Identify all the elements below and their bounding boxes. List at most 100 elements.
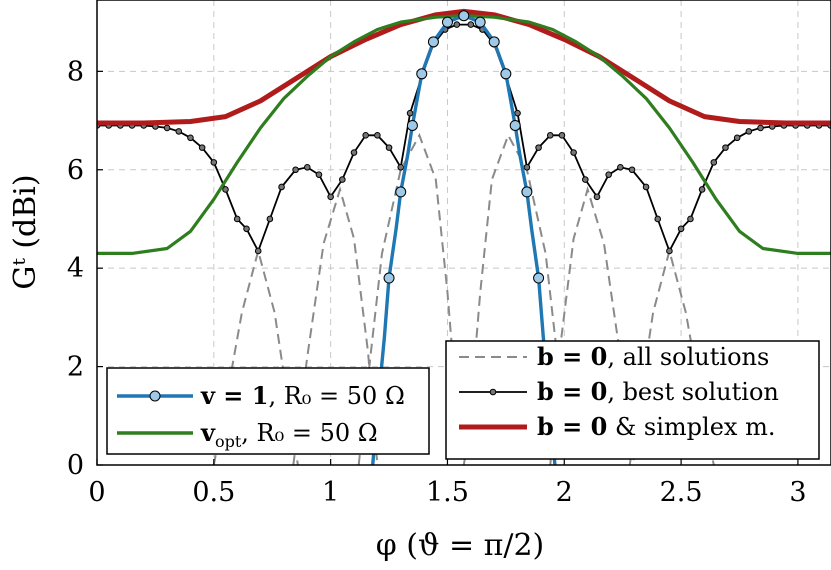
series-best-solution-point [570,149,577,156]
axis-ticks: 0 0.5 1 1.5 2 2.5 3 0 2 4 6 8 [67,56,807,508]
series-best-solution-point [745,128,753,135]
y-tick-label: 0 [67,450,84,481]
series-best-solution-point [163,124,171,132]
x-tick-label: 1.5 [426,477,469,508]
series-best-solution-point [315,171,323,178]
series-best-solution-point [198,144,206,151]
series-v1-marker [427,36,439,48]
series-best-solution-point [654,215,662,223]
series-v1-marker [458,10,470,22]
series-v1-marker [509,119,521,131]
y-tick-label: 6 [67,155,84,186]
x-tick-label: 3 [789,477,806,508]
series-best-solution-point [642,183,650,191]
legend-left-label-sub: opt [215,432,242,451]
series-best-solution-point [677,225,685,233]
series-vopt-line [97,14,831,255]
x-tick-label: 0.5 [192,477,235,508]
series-best-solution-point [210,159,218,166]
series-best-solution-point [187,134,194,142]
series-best-solution-point [722,144,729,151]
series-best-solution-point [254,247,262,255]
legend-right-label: b = 0, all solutions [537,342,769,371]
legend-left-label: vopt, R₀ = 50 Ω [200,418,378,451]
series-best-solution-point [710,159,718,166]
series-best-solution-point [617,164,624,171]
series-best-solution-point [303,164,311,171]
legend-right-label-bold: b = 0 [537,342,607,371]
legend-left-label-rest: , R₀ = 50 Ω [241,419,377,447]
series-best-solution-point [698,186,706,193]
series-best-solution-line [97,23,831,254]
x-tick-label: 2 [556,477,573,508]
plot-frame [96,0,831,466]
series-best-solution-point [385,144,393,151]
series-simplex-line [97,8,831,126]
x-axis-label: φ (ϑ = π/2) [376,528,545,563]
legend-right-marker [489,388,497,396]
series-best-solution-point [175,128,183,135]
series-v1-marker [474,16,486,28]
series-best-solution-point [243,225,250,233]
series-best-solution-point [535,144,542,151]
series-best-solution-point [593,193,601,201]
series-best-solution-point [628,166,636,174]
legend-left-label: v = 1, R₀ = 50 Ω [200,381,405,410]
series-v1-marker [521,186,533,198]
series-v1-marker [533,272,545,284]
series-best-solution-point [582,176,589,183]
series-v1-marker [406,119,418,131]
series-best-solution-point [222,186,229,193]
legend-left-box [106,367,430,455]
series-best-solution-point [397,164,405,171]
series-best-solution-point [406,109,414,117]
x-tick-label: 0 [88,477,105,508]
legend-right-label-bold: b = 0 [537,412,607,441]
legend-right-box [445,340,820,460]
series-v1-marker [488,36,500,48]
series-v1-marker [416,68,428,80]
legend-left-marker [149,390,161,402]
series-v1-marker [500,68,512,80]
series-best-solution-point [233,215,241,223]
series-v1-marker [395,186,407,198]
legend-left-label-rest: , R₀ = 50 Ω [268,382,404,410]
series-best-solution-point [666,247,673,255]
x-tick-label: 2.5 [660,477,703,508]
series-v1-marker [441,16,453,28]
series-all-solutions-line [462,132,570,465]
legend-right-label-rest: , all solutions [607,343,769,371]
series-best-solution-point [327,193,334,201]
y-axis-label: Gᵗ (dBi) [8,174,43,289]
y-tick-label: 4 [67,253,84,284]
legend-right-label: b = 0, best solution [537,377,779,406]
series-best-solution-point [733,134,741,142]
series-best-solution-point [339,176,346,183]
x-tick-label: 1 [322,477,339,508]
series-all-solutions-line [292,185,379,465]
series-v1-marker [383,272,395,284]
series-best-solution-point [374,132,381,139]
series-best-solution-point [605,171,612,178]
series-best-solution-point [523,164,531,171]
y-tick-label: 2 [67,352,84,383]
series-best-solution-point [687,215,694,223]
series-best-solution-point [558,132,566,139]
legend-right-label-bold: b = 0 [537,377,607,406]
series-best-solution-point [453,21,461,28]
series-best-solution-point [362,132,369,139]
legend-left-label-bold: v [200,418,216,447]
series-best-solution-point [278,183,285,191]
legend-left-label-bold: v = 1 [200,381,268,410]
series-best-solution-point [266,215,274,223]
series-best-solution-point [546,132,554,139]
series-best-solution-point [292,166,299,174]
series-best-solution-point [350,149,358,156]
y-tick-label: 8 [67,56,84,87]
series-best-solution-point [757,124,764,132]
series-best-solution-point [467,21,475,28]
legend-right-label-rest: & simplex m. [607,413,775,441]
